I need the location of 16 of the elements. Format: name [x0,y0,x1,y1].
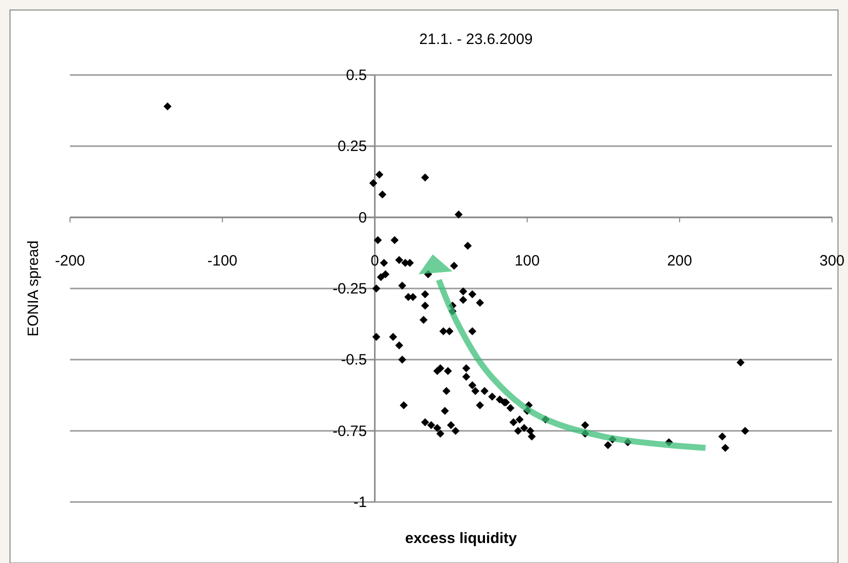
x-tick-label: 100 [514,252,540,270]
y-tick-label: -0.25 [332,280,367,298]
y-tick-label: -1 [353,494,367,511]
y-axis-title: EONIA spread [25,240,42,336]
x-tick-label: 0 [370,252,379,270]
x-tick-label: -200 [54,252,86,270]
y-tick-label: -0.75 [332,422,367,440]
x-tick-label: -100 [207,252,238,270]
y-tick-label: 0.25 [338,138,367,156]
x-tick-label: 200 [667,252,692,270]
chart-title: 21.1. - 23.6.2009 [419,31,533,48]
y-tick-label: 0 [358,209,367,226]
x-axis-title: excess liquidity [405,530,518,547]
x-tick-label: 300 [819,252,845,270]
y-tick-label: -0.5 [340,352,367,369]
y-tick-label: 0.5 [346,67,367,84]
